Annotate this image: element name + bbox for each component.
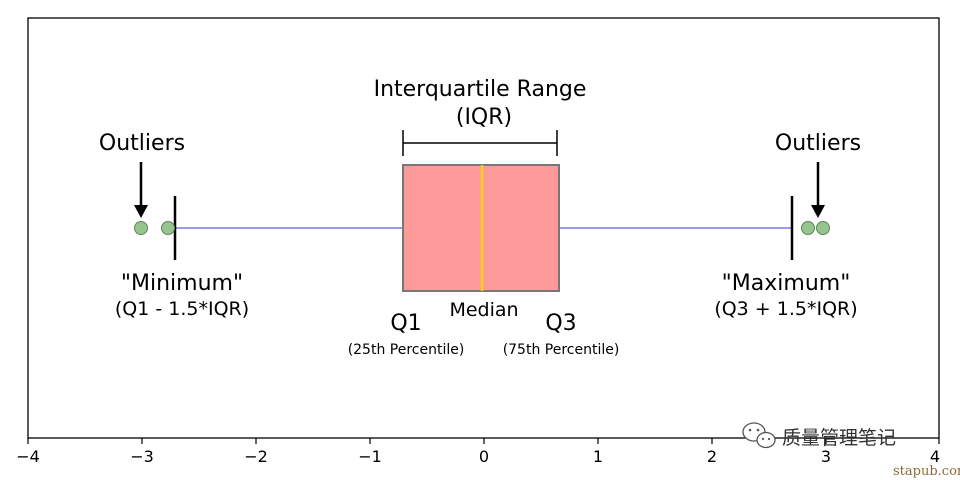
median-label: Median	[449, 299, 518, 321]
outlier-point	[161, 221, 175, 235]
outlier-point	[816, 221, 830, 235]
q1-sublabel: (25th Percentile)	[348, 342, 465, 358]
minimum-label: "Minimum"	[121, 271, 243, 296]
x-tick-label: 3	[821, 447, 831, 466]
x-tick-label: −2	[244, 447, 268, 466]
x-tick-label: 4	[930, 447, 940, 466]
q3-label: Q3	[545, 311, 576, 336]
x-tick-label: 2	[707, 447, 717, 466]
watermark-text: 质量管理笔记	[782, 427, 896, 449]
x-tick-label: 1	[593, 447, 603, 466]
outlier-point	[801, 221, 815, 235]
minimum-formula: (Q1 - 1.5*IQR)	[115, 298, 249, 320]
iqr-title: Interquartile Range	[374, 77, 587, 102]
x-tick-label: −3	[130, 447, 154, 466]
x-tick-label: 0	[479, 447, 489, 466]
x-tick-label: −1	[358, 447, 382, 466]
iqr-bracket	[402, 130, 558, 156]
wechat-icon	[742, 422, 776, 449]
outlier-point	[134, 221, 148, 235]
maximum-formula: (Q3 + 1.5*IQR)	[714, 298, 857, 320]
iqr-subtitle: (IQR)	[456, 105, 512, 130]
x-tick-label: −4	[16, 447, 40, 466]
arrow-down-icon	[134, 162, 148, 218]
outliers-left-label: Outliers	[99, 131, 185, 156]
watermark-url: stapub.com	[893, 464, 960, 479]
maximum-label: "Maximum"	[722, 271, 851, 296]
q1-label: Q1	[390, 311, 421, 336]
arrow-down-icon	[811, 162, 825, 218]
outliers-right-label: Outliers	[775, 131, 861, 156]
q3-sublabel: (75th Percentile)	[503, 342, 620, 358]
x-axis: −4 −3 −2 −1 0 1 2 3 4	[16, 438, 940, 466]
